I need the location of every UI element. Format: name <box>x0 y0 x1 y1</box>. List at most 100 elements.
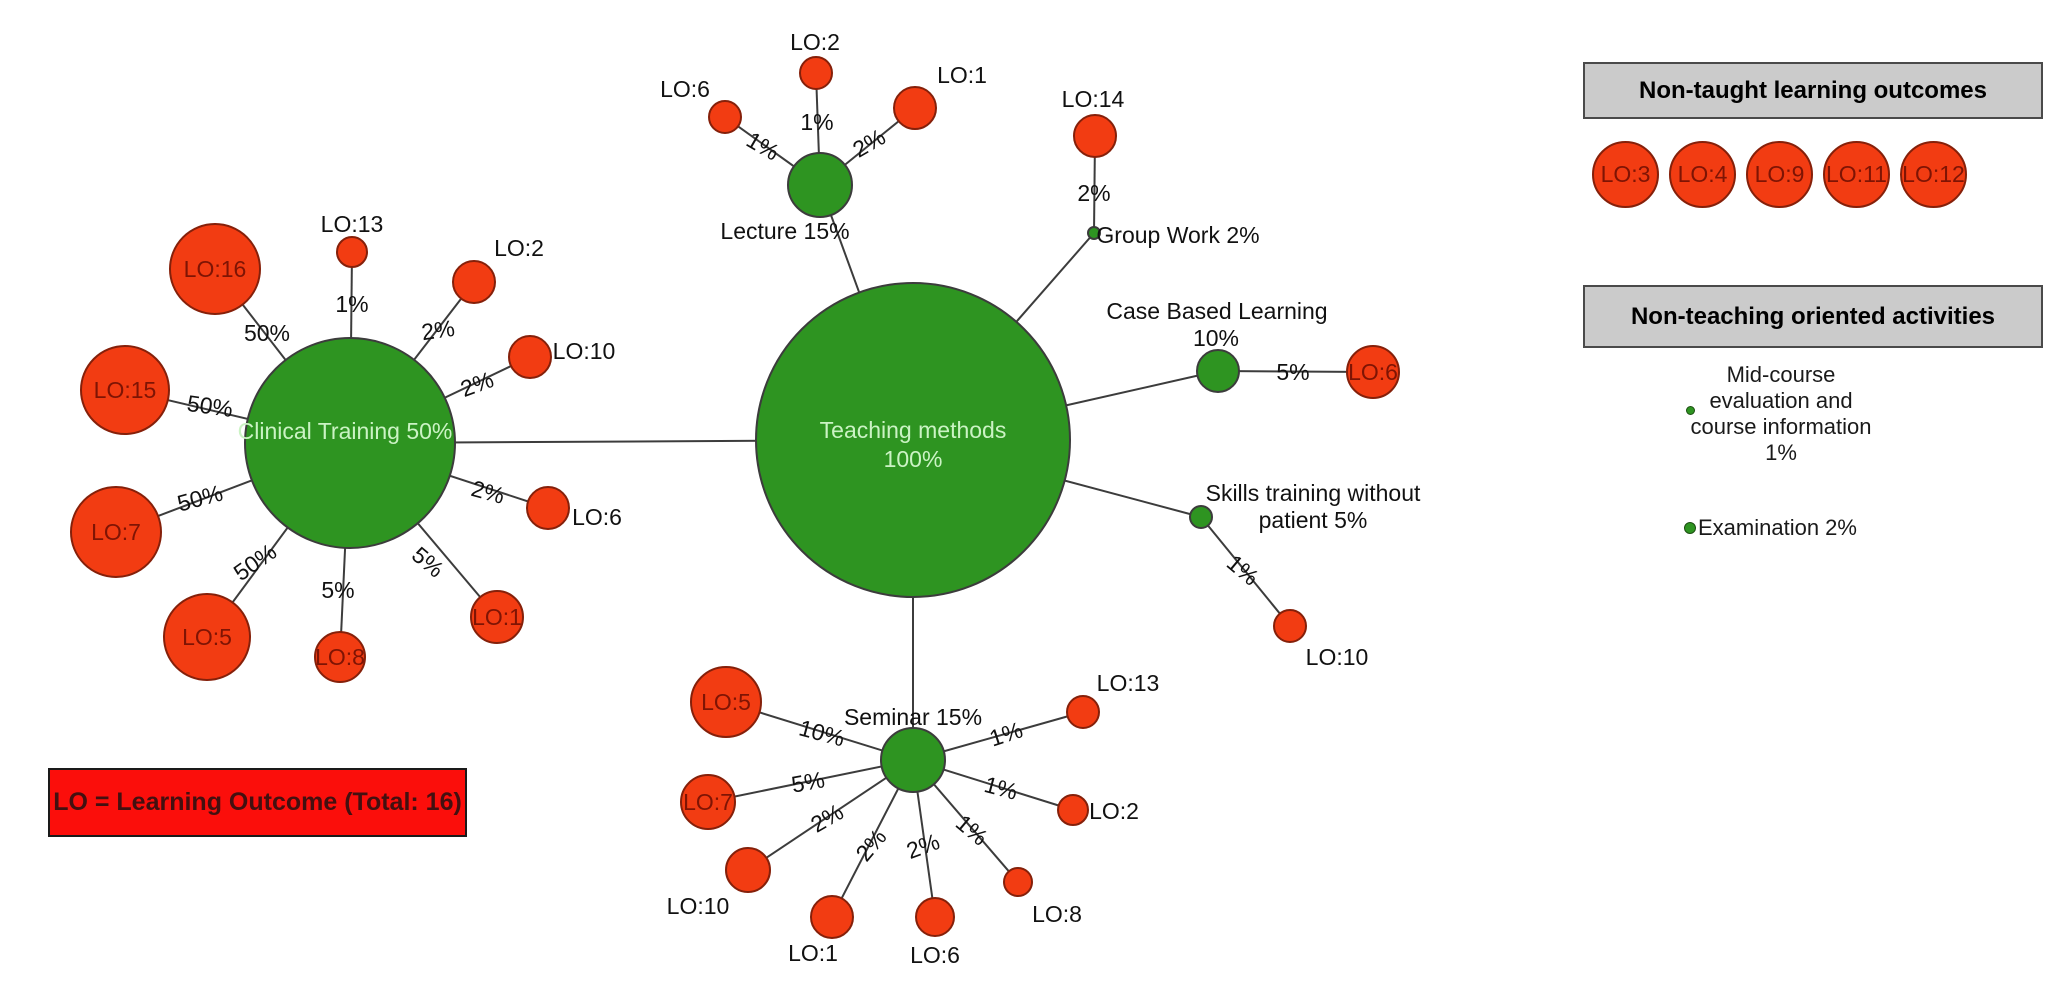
node-label-lo10-seminar: LO:10 <box>667 893 730 919</box>
edge-label-clinical-lo6-clinical: 2% <box>469 475 508 509</box>
edge-label-clinical-lo2-clinical: 2% <box>420 315 457 345</box>
edge-label-seminar-lo10-seminar: 2% <box>806 798 848 837</box>
node-label-skills-2: patient 5% <box>1259 507 1368 533</box>
node-label-lo2-lecture: LO:2 <box>790 29 840 55</box>
node-label-seminar: Seminar 15% <box>844 704 982 730</box>
node-teaching <box>755 282 1071 598</box>
edge-label-seminar-lo7-seminar: 5% <box>789 766 826 797</box>
node-lo6-clinical <box>526 486 570 530</box>
edge-label-seminar-lo6-seminar: 2% <box>903 828 943 864</box>
edge-label-seminar-lo13-seminar: 1% <box>986 716 1026 751</box>
edge-label-clinical-lo10-clinical: 2% <box>457 366 497 402</box>
edge-label-lecture-lo6-lecture: 1% <box>742 126 784 165</box>
node-lo6-seminar <box>915 897 955 937</box>
node-label-lo5-clinical: LO:5 <box>182 624 232 650</box>
edge-skills-lo10-skills <box>1200 516 1291 627</box>
edge-seminar-lo7-seminar <box>707 759 914 803</box>
node-lo1-lecture <box>893 86 937 130</box>
node-lo5-clinical <box>163 593 251 681</box>
node-label-lo16-clinical: LO:16 <box>184 256 247 282</box>
node-label-lo15-clinical: LO:15 <box>94 377 157 403</box>
node-lo8-clinical <box>314 631 366 683</box>
node-lo13-clinical <box>336 236 368 268</box>
midcourse-line-1: Mid-course <box>1726 362 1836 387</box>
node-lo13-seminar <box>1066 695 1100 729</box>
node-label-lo8-seminar: LO:8 <box>1032 901 1082 927</box>
examination-dot-icon <box>1684 522 1696 534</box>
node-lo10-skills <box>1273 609 1307 643</box>
node-clinical <box>244 337 456 549</box>
node-seminar <box>880 727 946 793</box>
node-lo2-seminar <box>1057 794 1089 826</box>
node-lo8-seminar <box>1003 867 1033 897</box>
node-groupwork <box>1087 226 1101 240</box>
node-cbl <box>1196 349 1240 393</box>
node-skills <box>1189 505 1213 529</box>
non-taught-lo-chip: LO:9 <box>1746 141 1813 208</box>
lo-legend: LO = Learning Outcome (Total: 16) <box>48 768 467 837</box>
node-lo7-clinical <box>70 486 162 578</box>
non-taught-lo-chip: LO:11 <box>1823 141 1890 208</box>
edge-label-cbl-lo6-cbl: 5% <box>1276 359 1309 385</box>
node-label-clinical: Clinical Training 50% <box>238 418 453 444</box>
non-taught-outcomes-row: LO:3 LO:4 LO:9 LO:11 LO:12 <box>1592 141 1967 208</box>
non-taught-lo-chip: LO:12 <box>1900 141 1967 208</box>
edge-label-groupwork-lo14-groupwork: 2% <box>1077 180 1110 206</box>
midcourse-line-4: 1% <box>1765 440 1797 465</box>
node-label-lo1-clinical: LO:1 <box>472 604 522 630</box>
node-label-lo1-seminar: LO:1 <box>788 940 838 966</box>
midcourse-line-2: evaluation and <box>1709 388 1853 413</box>
non-taught-outcomes-header: Non-taught learning outcomes <box>1583 62 2043 119</box>
node-label-lo6-clinical: LO:6 <box>572 504 622 530</box>
node-lo15-clinical <box>80 345 170 435</box>
node-label-lo8-clinical: LO:8 <box>315 644 365 670</box>
node-label-lo13-seminar: LO:13 <box>1097 670 1160 696</box>
edge-label-seminar-lo5-seminar: 10% <box>796 714 847 751</box>
node-label-lo2-clinical: LO:2 <box>494 235 544 261</box>
node-label-lo6-cbl: LO:6 <box>1348 359 1398 385</box>
node-label-lo14-groupwork: LO:14 <box>1062 86 1125 112</box>
non-teaching-activities-header: Non-teaching oriented activities <box>1583 285 2043 348</box>
node-label-lo7-seminar: LO:7 <box>683 789 733 815</box>
node-label-lo1-lecture: LO:1 <box>937 62 987 88</box>
node-lo16-clinical <box>169 223 261 315</box>
edge-label-clinical-lo15-clinical: 50% <box>185 390 234 422</box>
node-lo10-seminar <box>725 847 771 893</box>
examination-activity: Examination 2% <box>1684 515 1857 541</box>
node-lo1-seminar <box>810 895 854 939</box>
node-lo2-clinical <box>452 260 496 304</box>
node-lecture <box>787 152 853 218</box>
node-lo10-clinical <box>508 335 552 379</box>
midcourse-dot-icon <box>1686 406 1695 415</box>
midcourse-line-3: course information <box>1690 414 1872 439</box>
node-label-cbl-1: Case Based Learning <box>1106 298 1327 324</box>
edge-label-skills-lo10-skills: 1% <box>1222 549 1264 590</box>
node-label-lecture: Lecture 15% <box>720 218 849 244</box>
edge-label-clinical-lo1-clinical: 5% <box>407 541 449 582</box>
edge-label-clinical-lo16-clinical: 50% <box>244 320 290 346</box>
node-label-lo7-clinical: LO:7 <box>91 519 141 545</box>
node-label-lo2-seminar: LO:2 <box>1089 798 1139 824</box>
node-label-lo10-clinical: LO:10 <box>553 338 616 364</box>
edge-label-clinical-lo8-clinical: 5% <box>321 577 354 603</box>
midcourse-activity-label: Mid-course evaluation and course informa… <box>1650 362 1912 466</box>
node-lo1-clinical <box>470 590 524 644</box>
node-label-lo5-seminar: LO:5 <box>701 689 751 715</box>
edge-seminar-lo10-seminar <box>747 759 914 871</box>
node-lo6-lecture <box>708 100 742 134</box>
node-label-teaching-1: Teaching methods <box>820 417 1007 443</box>
edge-label-clinical-lo7-clinical: 50% <box>174 479 225 516</box>
node-label-cbl-2: 10% <box>1193 325 1239 351</box>
non-taught-lo-chip: LO:4 <box>1669 141 1736 208</box>
non-taught-lo-chip: LO:3 <box>1592 141 1659 208</box>
edge-label-clinical-lo13-clinical: 1% <box>335 291 368 317</box>
edge-label-seminar-lo1-seminar: 2% <box>850 824 891 866</box>
node-lo5-seminar <box>690 666 762 738</box>
node-label-lo6-lecture: LO:6 <box>660 76 710 102</box>
edge-label-seminar-lo2-seminar: 1% <box>982 771 1021 805</box>
node-label-teaching-2: 100% <box>884 446 943 472</box>
node-label-lo6-seminar: LO:6 <box>910 942 960 968</box>
node-label-groupwork: Group Work 2% <box>1096 222 1259 248</box>
